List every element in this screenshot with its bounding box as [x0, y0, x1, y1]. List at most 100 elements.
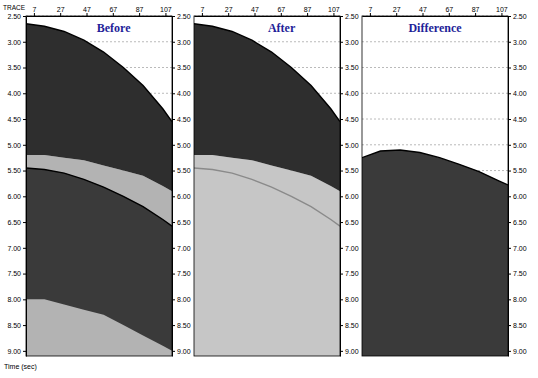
axis-line [27, 16, 173, 17]
tick-label: 7.50 [177, 270, 191, 277]
tick: 3.50 [508, 64, 527, 71]
tick: 2.50 [7, 13, 26, 20]
tick-mark [508, 196, 511, 197]
tick: 9.00 [508, 348, 527, 355]
tick: 5.00 [172, 142, 191, 149]
tick-mark [23, 68, 26, 69]
tick-label: 5.50 [177, 167, 191, 174]
tick: 27 [393, 6, 401, 16]
tick: 2.50 [172, 13, 191, 20]
tick: 8.50 [172, 322, 191, 329]
tick-mark [307, 13, 308, 16]
tick-mark [508, 274, 511, 275]
tick: 6.00 [172, 193, 191, 200]
tick-label: 6.50 [7, 219, 21, 226]
tick-mark [172, 68, 175, 69]
tick-label: 27 [393, 6, 401, 13]
tick-mark [340, 145, 343, 146]
tick-label: 4.00 [7, 90, 21, 97]
tick-label: 8.50 [345, 322, 359, 329]
tick: 107 [328, 6, 340, 16]
tick-label: 9.00 [7, 348, 21, 355]
tick-mark [396, 13, 397, 16]
panel-title: Before [97, 21, 131, 35]
tick-label: 8.50 [7, 322, 21, 329]
tick: 8.00 [508, 296, 527, 303]
tick-label: 4.00 [513, 90, 527, 97]
tick-label: 6.50 [177, 219, 191, 226]
tick-mark [255, 13, 256, 16]
tick-label: 5.00 [7, 142, 21, 149]
tick: 6.00 [508, 193, 527, 200]
tick: 4.50 [7, 116, 26, 123]
tick: 5.50 [172, 167, 191, 174]
tick-label: 6.00 [513, 193, 527, 200]
tick: 8.00 [340, 296, 359, 303]
panel: 7274767871072.503.003.504.004.505.005.50… [7, 6, 190, 357]
tick-label: 3.00 [345, 38, 359, 45]
tick-label: 3.50 [7, 64, 21, 71]
tick: 7.00 [172, 245, 191, 252]
axis-line [26, 17, 27, 357]
tick-mark [449, 13, 450, 16]
axis-line [363, 16, 509, 17]
tick-mark [508, 16, 511, 17]
tick-label: 6.00 [7, 193, 21, 200]
tick-mark [172, 351, 175, 352]
tick-mark [508, 145, 511, 146]
tick-label: 8.50 [177, 322, 191, 329]
grid-line [362, 67, 508, 68]
tick: 6.50 [508, 219, 527, 226]
tick-label: 8.00 [7, 296, 21, 303]
tick: 27 [57, 6, 65, 16]
panel: 7274767871072.503.003.504.004.505.005.50… [362, 6, 527, 357]
tick-label: 2.50 [513, 13, 527, 20]
tick-mark [172, 145, 175, 146]
area [362, 150, 508, 356]
y-axis-right: 2.503.003.504.004.505.005.506.006.507.00… [172, 13, 191, 357]
tick-label: 3.50 [513, 64, 527, 71]
tick-label: 5.00 [513, 142, 527, 149]
tick-label: 5.00 [177, 142, 191, 149]
tick: 9.00 [7, 348, 26, 355]
tick: 4.50 [340, 116, 359, 123]
tick-mark [340, 248, 343, 249]
tick: 8.50 [7, 322, 26, 329]
tick: 3.00 [340, 38, 359, 45]
tick-mark [172, 119, 175, 120]
tick-label: 9.00 [177, 348, 191, 355]
tick-label: 67 [445, 6, 453, 13]
tick-label: 7.50 [345, 270, 359, 277]
y-axis-left: 2.503.003.504.004.505.005.506.006.507.00… [7, 13, 26, 357]
tick-mark [340, 222, 343, 223]
tick-label: 8.00 [513, 296, 527, 303]
tick-mark [423, 13, 424, 16]
tick-label: 6.00 [177, 193, 191, 200]
area [26, 24, 172, 191]
tick: 7.50 [172, 270, 191, 277]
plot-frame [362, 16, 508, 356]
x-axis-title: TRACE [3, 4, 26, 11]
tick-mark [508, 93, 511, 94]
tick: 4.50 [172, 116, 191, 123]
area [26, 155, 172, 356]
tick: 107 [160, 6, 172, 16]
tick: 4.00 [508, 90, 527, 97]
tick: 4.50 [508, 116, 527, 123]
tick-label: 5.50 [7, 167, 21, 174]
event-line [194, 168, 340, 226]
tick-mark [23, 351, 26, 352]
tick-label: 5.50 [345, 167, 359, 174]
area [194, 155, 340, 356]
plot-frame [194, 16, 340, 356]
tick-label: 3.50 [345, 64, 359, 71]
tick: 3.00 [508, 38, 527, 45]
tick: 8.00 [7, 296, 26, 303]
tick-mark [340, 68, 343, 69]
tick-label: 4.00 [177, 90, 191, 97]
tick-mark [23, 196, 26, 197]
event-line [362, 150, 508, 185]
tick: 5.50 [340, 167, 359, 174]
tick: 6.50 [340, 219, 359, 226]
tick-mark [340, 93, 343, 94]
